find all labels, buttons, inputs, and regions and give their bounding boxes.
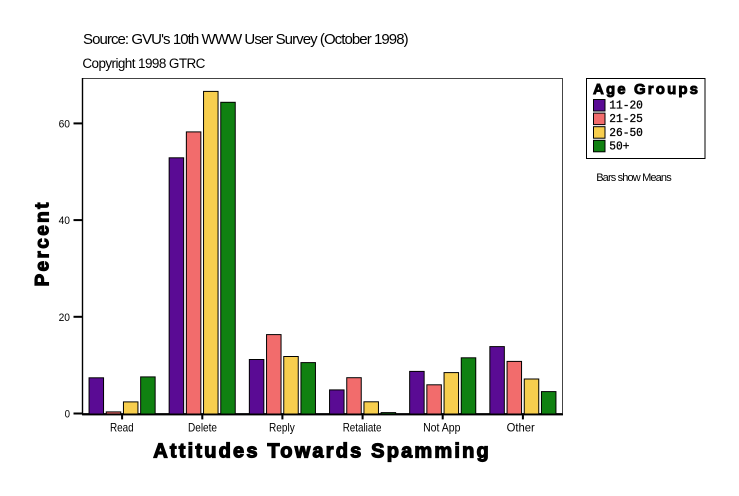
svg-text:Source: GVU's 10th WWW User Su: Source: GVU's 10th WWW User Survey (Octo… bbox=[83, 31, 409, 48]
svg-text:0: 0 bbox=[65, 409, 70, 421]
svg-text:11-20: 11-20 bbox=[609, 99, 643, 113]
svg-text:50+: 50+ bbox=[609, 139, 629, 153]
svg-text:40: 40 bbox=[59, 215, 70, 227]
svg-text:21-25: 21-25 bbox=[609, 112, 643, 126]
svg-text:Attitudes Towards Spamming: Attitudes Towards Spamming bbox=[153, 441, 489, 463]
svg-text:Delete: Delete bbox=[188, 420, 217, 434]
svg-text:60: 60 bbox=[59, 118, 70, 130]
svg-text:Not App: Not App bbox=[423, 420, 461, 434]
svg-text:26-50: 26-50 bbox=[609, 126, 643, 140]
svg-text:Other: Other bbox=[507, 420, 535, 434]
svg-text:20: 20 bbox=[59, 312, 70, 324]
svg-text:Copyright 1998 GTRC: Copyright 1998 GTRC bbox=[82, 56, 205, 71]
svg-text:Bars show Means: Bars show Means bbox=[596, 172, 672, 184]
svg-text:Read: Read bbox=[110, 420, 134, 434]
svg-text:Reply: Reply bbox=[269, 420, 295, 434]
svg-text:Percent: Percent bbox=[32, 202, 53, 287]
svg-text:Age Groups: Age Groups bbox=[593, 81, 698, 98]
svg-text:Retaliate: Retaliate bbox=[343, 420, 382, 434]
